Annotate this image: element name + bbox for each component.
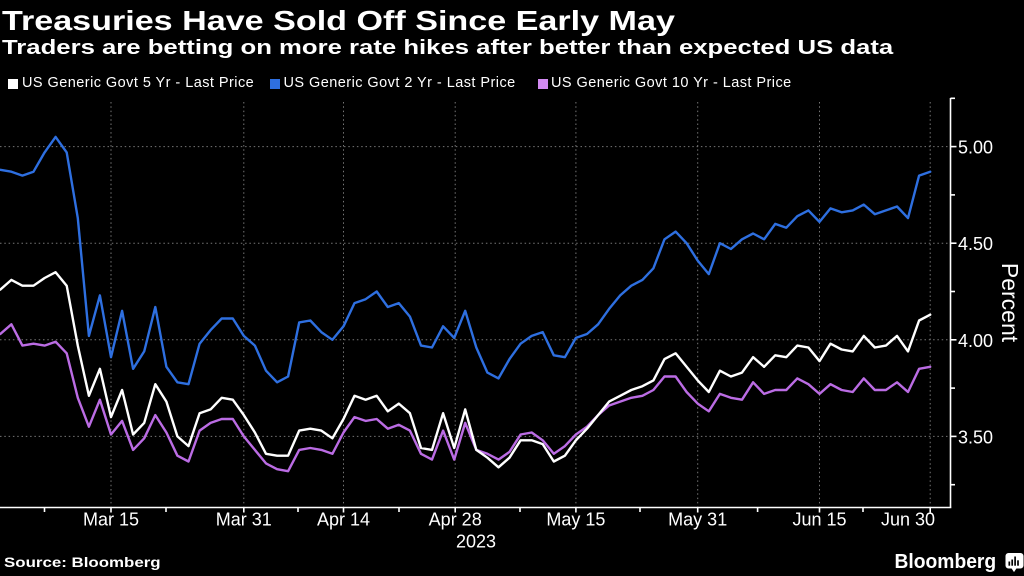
svg-text:4.50: 4.50 [958,234,993,254]
svg-text:2023: 2023 [456,532,496,552]
svg-text:Jun 30: Jun 30 [881,510,935,530]
svg-text:5.00: 5.00 [958,138,993,158]
svg-text:Apr 28: Apr 28 [429,510,482,530]
svg-text:Jun 15: Jun 15 [792,510,846,530]
svg-text:4.00: 4.00 [958,331,993,351]
svg-text:Apr 14: Apr 14 [317,510,370,530]
svg-text:3.50: 3.50 [958,427,993,447]
svg-text:Percent: Percent [997,263,1023,343]
svg-text:May 15: May 15 [546,510,605,530]
svg-text:May 31: May 31 [668,510,727,530]
svg-text:Mar 31: Mar 31 [216,510,272,530]
svg-text:Mar 15: Mar 15 [83,510,139,530]
